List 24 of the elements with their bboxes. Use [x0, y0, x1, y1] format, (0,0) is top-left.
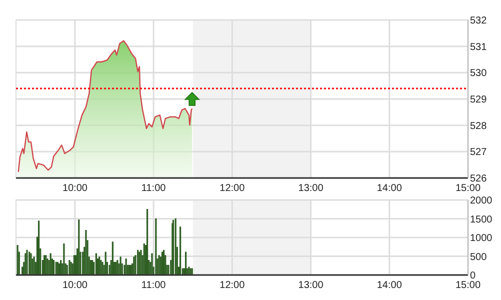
x-tick-label: 12:00: [220, 183, 246, 194]
y-tick-label: 0: [470, 270, 476, 282]
x-tick-label: 14:00: [376, 183, 402, 194]
x-tick-label: 15:00: [455, 183, 481, 194]
y-tick-label: 500: [470, 252, 488, 263]
y-tick-label: 1000: [470, 233, 493, 244]
x-tick-label: 15:00: [455, 280, 481, 291]
y-tick-label: 527: [470, 147, 488, 158]
x-tick-label: 14:00: [376, 280, 402, 291]
y-tick-label: 528: [470, 120, 488, 132]
x-tick-label: 11:00: [141, 183, 166, 194]
y-tick-label: 532: [470, 16, 488, 26]
x-tick-label: 13:00: [298, 183, 324, 194]
y-tick-label: 526: [470, 174, 488, 184]
x-tick-label: 11:00: [141, 280, 166, 291]
y-tick-label: 531: [470, 42, 488, 53]
y-tick-label: 1500: [470, 214, 493, 226]
x-tick-label: 13:00: [298, 280, 324, 291]
y-tick-label: 2000: [470, 196, 493, 206]
x-tick-label: 12:00: [220, 280, 246, 291]
x-tick-label: 10:00: [62, 183, 88, 194]
y-tick-label: 529: [470, 94, 488, 106]
y-tick-label: 530: [470, 68, 488, 80]
x-tick-label: 10:00: [62, 280, 88, 291]
